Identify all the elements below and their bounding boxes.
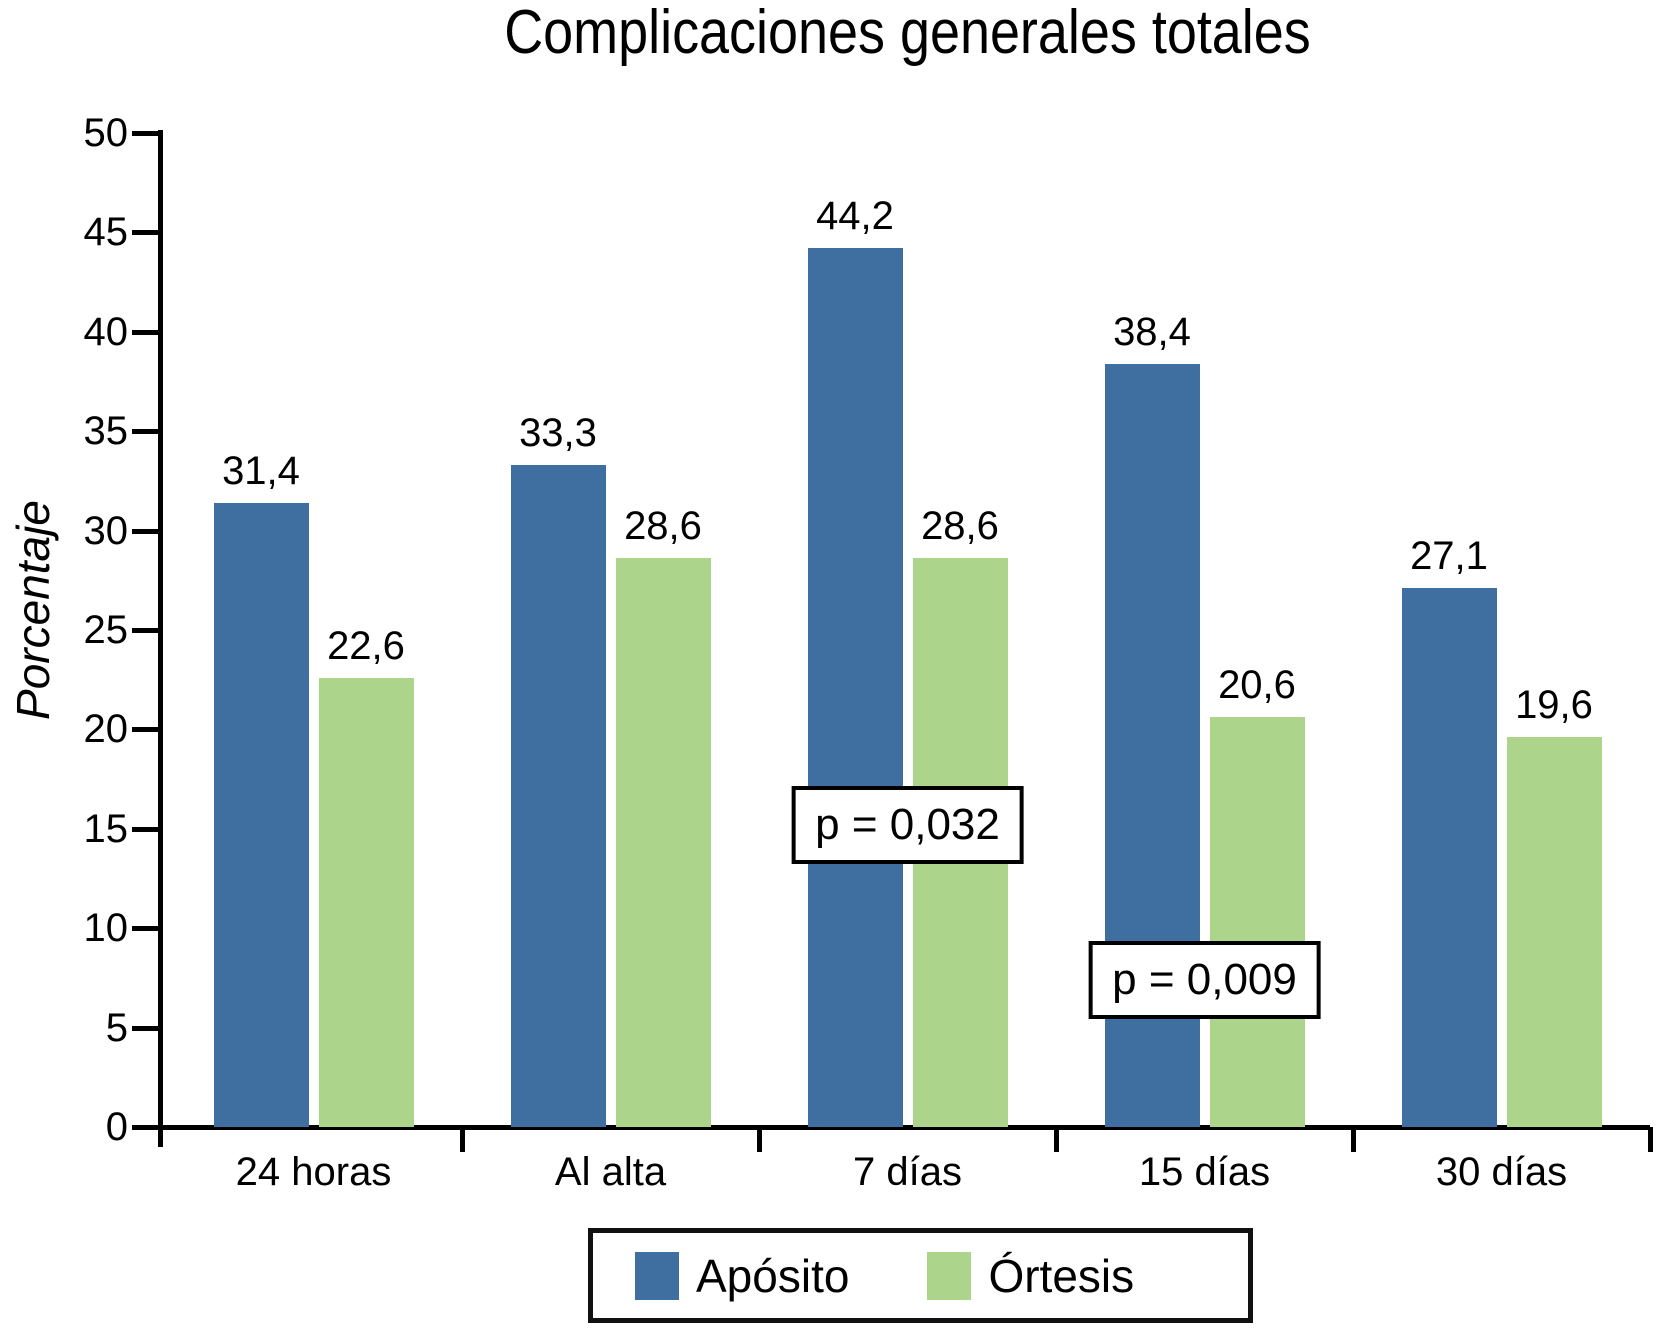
y-tick-label: 30: [83, 508, 129, 553]
y-tick-label: 10: [83, 906, 129, 951]
bar-aposito-al-alta: [510, 464, 606, 1127]
p-value-annotation: p = 0,009: [1088, 940, 1321, 1019]
y-tick: [132, 230, 158, 236]
y-axis-line: [158, 130, 163, 1147]
x-category-label-30-dias: 30 días: [1435, 1150, 1568, 1194]
bar-value-label: 38,4: [1113, 309, 1191, 354]
x-category-label-al-alta: Al alta: [554, 1150, 667, 1194]
y-tick-label: 25: [83, 608, 129, 652]
y-tick: [132, 329, 158, 335]
x-category-label-7-dias: 7 días: [853, 1150, 962, 1194]
bar-ortesis-30-dias: [1506, 737, 1602, 1127]
x-category-label-15-dias: 15 días: [1138, 1150, 1271, 1194]
y-tick-label: 0: [105, 1105, 128, 1149]
p-value-annotation: p = 0,032: [791, 785, 1024, 864]
y-tick: [132, 727, 158, 733]
y-tick-label: 35: [83, 409, 129, 454]
legend-item-ortesis: Órtesis: [927, 1251, 1134, 1301]
bar-value-label: 27,1: [1410, 534, 1488, 579]
bar-aposito-30-dias: [1401, 588, 1497, 1127]
bar-value-label: 22,6: [327, 623, 405, 668]
legend: Apósito Órtesis: [588, 1228, 1253, 1323]
bar-value-label: 33,3: [519, 410, 597, 455]
y-tick: [132, 131, 158, 136]
chart-title: Complicaciones generales totales: [504, 0, 1311, 67]
bar-value-label: 44,2: [816, 194, 894, 239]
y-tick: [132, 528, 158, 534]
y-tick-label: 20: [83, 707, 129, 752]
bar-value-label: 19,6: [1515, 683, 1593, 728]
bar-value-label: 28,6: [624, 504, 702, 549]
x-tick: [1054, 1127, 1059, 1152]
legend-swatch-aposito-icon: [635, 1251, 679, 1300]
y-tick: [132, 1025, 158, 1031]
y-tick: [132, 628, 158, 633]
legend-label-ortesis: Órtesis: [988, 1249, 1135, 1302]
legend-label-aposito: Apósito: [696, 1249, 850, 1302]
y-tick-label: 50: [83, 111, 129, 155]
y-tick-label: 40: [83, 309, 129, 354]
bar-aposito-7-dias: [807, 248, 903, 1127]
x-tick: [460, 1127, 465, 1152]
y-tick-label: 45: [83, 210, 129, 255]
bar-value-label: 28,6: [921, 504, 999, 549]
y-tick: [132, 926, 158, 932]
bar-value-label: 20,6: [1218, 663, 1296, 708]
bar-aposito-24-horas: [213, 502, 309, 1127]
y-tick-label: 5: [105, 1005, 128, 1050]
y-tick: [132, 1125, 158, 1130]
y-tick: [132, 826, 158, 832]
x-tick: [1351, 1127, 1356, 1152]
x-axis-line: [158, 1125, 1650, 1130]
legend-item-aposito: Apósito: [635, 1251, 849, 1301]
bar-ortesis-15-dias: [1209, 717, 1305, 1127]
bar-value-label: 31,4: [222, 448, 300, 493]
y-tick-label: 15: [83, 806, 129, 851]
x-tick: [1648, 1127, 1653, 1152]
y-tick: [132, 429, 158, 435]
legend-swatch-ortesis-icon: [927, 1251, 972, 1300]
bar-ortesis-al-alta: [615, 558, 711, 1127]
x-category-label-24-horas: 24 horas: [235, 1150, 392, 1194]
bar-ortesis-24-horas: [318, 677, 414, 1127]
x-tick: [757, 1127, 762, 1152]
